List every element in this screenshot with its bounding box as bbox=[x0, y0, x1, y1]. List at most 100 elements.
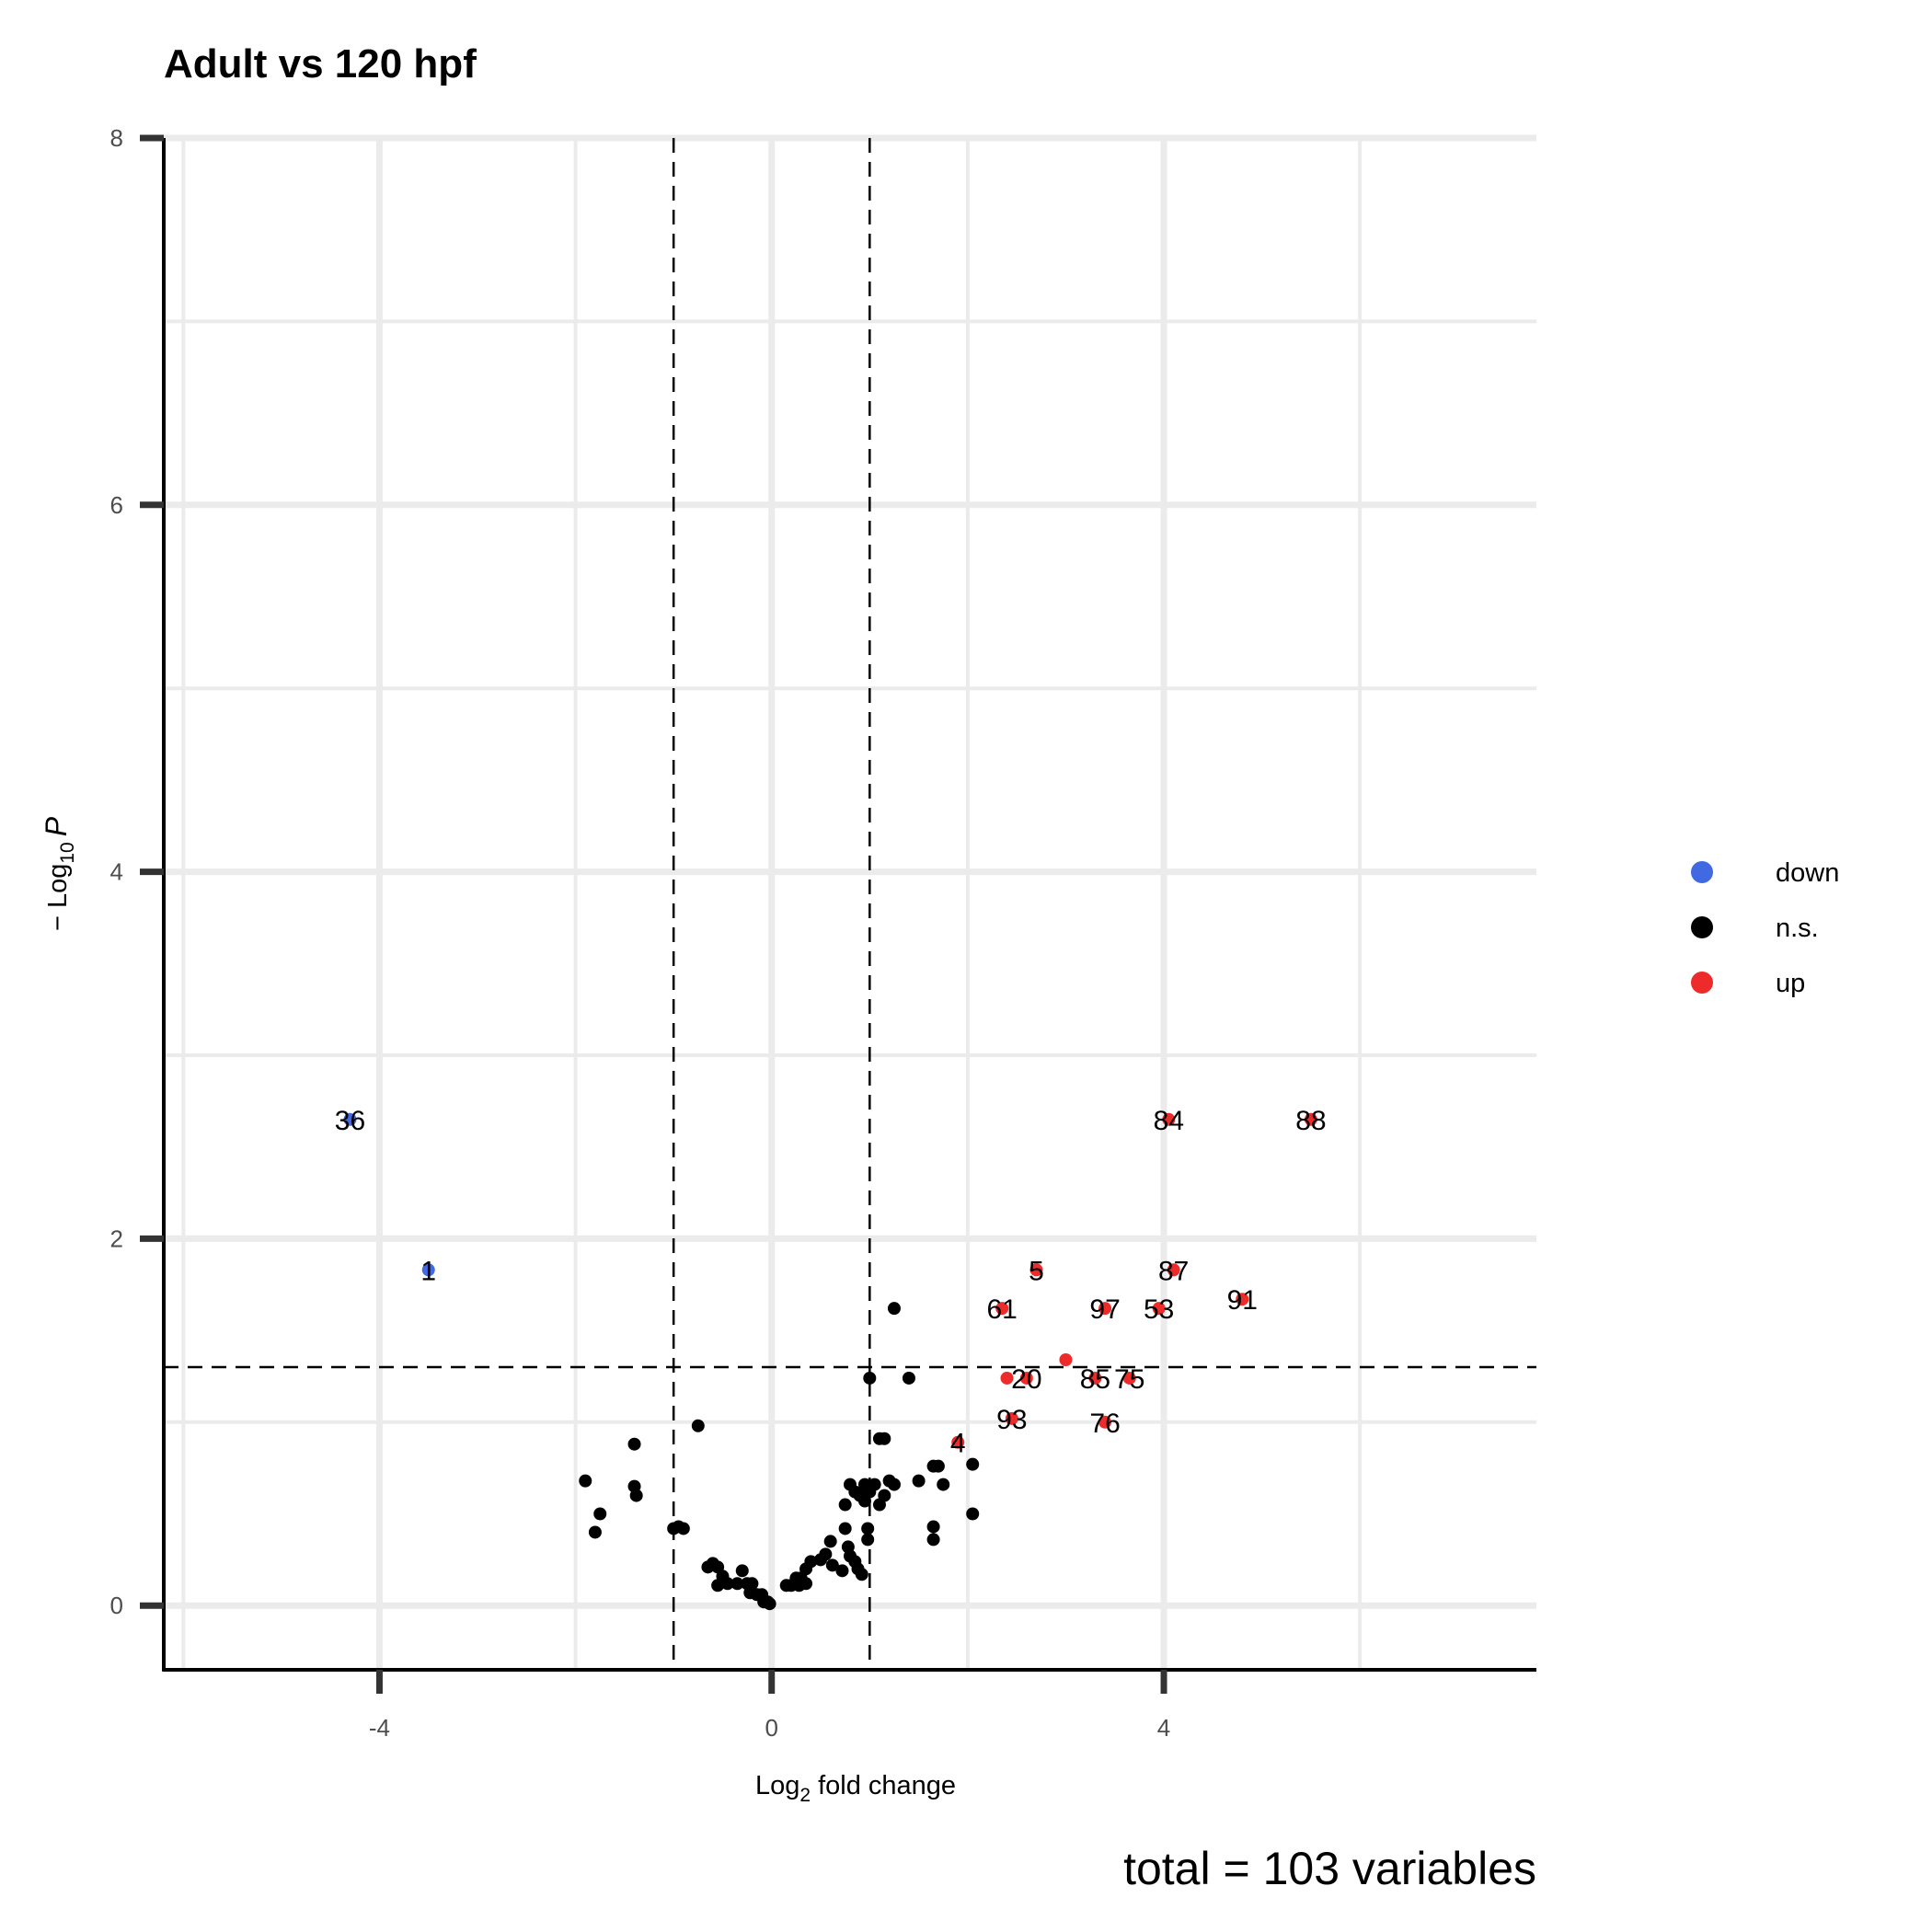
point-label: 20 bbox=[1011, 1364, 1041, 1395]
data-point-ns bbox=[861, 1522, 875, 1535]
data-point-ns bbox=[855, 1568, 868, 1581]
legend-key-ns bbox=[1691, 916, 1713, 938]
y-tick-label: 4 bbox=[110, 858, 123, 886]
data-point-ns bbox=[857, 1494, 871, 1508]
point-label: 53 bbox=[1144, 1294, 1174, 1325]
chart-title: Adult vs 120 hpf bbox=[164, 41, 477, 86]
data-point-up bbox=[1019, 1371, 1033, 1385]
data-point-up bbox=[1098, 1415, 1112, 1429]
legend: down n.s. up bbox=[1691, 858, 1839, 998]
legend-label-up: up bbox=[1776, 969, 1805, 998]
data-point-up bbox=[1167, 1263, 1180, 1277]
data-point-down bbox=[421, 1263, 435, 1277]
data-point-ns bbox=[593, 1507, 607, 1521]
data-point-ns bbox=[711, 1579, 725, 1593]
data-point-up bbox=[951, 1435, 965, 1449]
data-point-up bbox=[1088, 1371, 1102, 1385]
y-tick-label: 0 bbox=[110, 1592, 123, 1619]
point-label: 76 bbox=[1089, 1409, 1120, 1439]
x-axis-title-base: Log bbox=[755, 1771, 799, 1800]
point-label: 61 bbox=[986, 1294, 1017, 1325]
data-point-ns bbox=[966, 1507, 980, 1521]
data-point-ns bbox=[937, 1478, 950, 1491]
data-point-up bbox=[1098, 1302, 1112, 1316]
data-point-up bbox=[1029, 1263, 1043, 1277]
data-point-ns bbox=[629, 1489, 643, 1502]
point-label: 5 bbox=[1029, 1256, 1044, 1286]
y-tick-label: 8 bbox=[110, 124, 123, 152]
point-labels: 36 1 84 88 5 87 91 61 97 53 20 85 75 93 76 4 bbox=[335, 1106, 1327, 1459]
point-label: 85 bbox=[1080, 1364, 1110, 1395]
legend-key-up bbox=[1691, 972, 1713, 994]
data-point-ns bbox=[691, 1419, 705, 1432]
y-axis-title-subscript: 10 bbox=[57, 842, 78, 863]
data-point-down bbox=[343, 1112, 357, 1126]
data-point-up bbox=[1000, 1371, 1014, 1385]
data-point-ns bbox=[814, 1553, 828, 1567]
data-point-ns bbox=[878, 1432, 891, 1445]
axes: 0 2 4 6 8 -4 0 4 bbox=[110, 124, 1536, 1742]
point-label: 4 bbox=[950, 1429, 966, 1459]
data-point-up bbox=[1162, 1112, 1176, 1126]
data-point-up bbox=[1152, 1302, 1166, 1316]
data-point-ns bbox=[735, 1564, 749, 1578]
y-axis-title-var: P bbox=[40, 816, 73, 836]
data-point-ns bbox=[863, 1371, 877, 1385]
data-point-ns bbox=[720, 1577, 734, 1591]
data-points bbox=[343, 1112, 1317, 1611]
data-point-ns bbox=[902, 1371, 915, 1385]
data-point-ns bbox=[926, 1533, 940, 1547]
x-axis-title-subscript: 2 bbox=[799, 1785, 811, 1806]
legend-label-ns: n.s. bbox=[1776, 914, 1819, 943]
caption-total: total = 103 variables bbox=[1123, 1843, 1536, 1894]
data-point-up bbox=[1005, 1411, 1018, 1425]
data-point-ns bbox=[579, 1474, 592, 1488]
data-point-ns bbox=[912, 1474, 926, 1488]
data-point-ns bbox=[701, 1560, 715, 1574]
legend-label-down: down bbox=[1776, 858, 1839, 888]
point-label: 93 bbox=[996, 1405, 1027, 1435]
x-axis-title-rest: fold change bbox=[811, 1771, 956, 1800]
y-tick-label: 6 bbox=[110, 491, 123, 519]
point-label: 97 bbox=[1089, 1294, 1120, 1325]
data-point-ns bbox=[966, 1457, 980, 1471]
data-point-ns bbox=[823, 1535, 837, 1548]
data-point-ns bbox=[926, 1520, 940, 1534]
x-tick-label: -4 bbox=[369, 1714, 390, 1742]
x-tick-label: 0 bbox=[765, 1714, 778, 1742]
data-point-up bbox=[1236, 1293, 1249, 1306]
point-label: 91 bbox=[1227, 1285, 1258, 1316]
data-point-ns bbox=[838, 1498, 852, 1512]
y-tick-label: 2 bbox=[110, 1225, 123, 1252]
point-label: 88 bbox=[1295, 1106, 1326, 1136]
data-point-up bbox=[1059, 1353, 1073, 1367]
cutoff-lines bbox=[164, 138, 1536, 1670]
y-axis-title-prefix: − Log bbox=[43, 864, 73, 931]
data-point-up bbox=[995, 1302, 1009, 1316]
point-label: 84 bbox=[1154, 1106, 1184, 1136]
data-point-ns bbox=[627, 1437, 641, 1451]
data-point-ns bbox=[872, 1498, 886, 1512]
point-label: 1 bbox=[420, 1256, 436, 1286]
point-label: 36 bbox=[335, 1106, 365, 1136]
data-point-ns bbox=[931, 1459, 945, 1473]
data-point-up bbox=[1122, 1371, 1136, 1385]
data-point-up bbox=[1304, 1112, 1317, 1126]
grid-layer bbox=[164, 134, 1536, 1670]
data-point-ns bbox=[676, 1522, 690, 1535]
data-point-ns bbox=[835, 1564, 849, 1578]
y-axis-title: − Log10 P bbox=[40, 816, 78, 931]
data-point-ns bbox=[887, 1478, 901, 1491]
data-point-ns bbox=[861, 1533, 875, 1547]
data-point-ns bbox=[730, 1577, 744, 1591]
legend-key-down bbox=[1691, 861, 1713, 883]
x-axis-title: Log2 fold change bbox=[755, 1771, 956, 1806]
point-label: 75 bbox=[1114, 1364, 1144, 1395]
data-point-ns bbox=[825, 1558, 839, 1572]
point-label: 87 bbox=[1158, 1256, 1189, 1286]
data-point-ns bbox=[763, 1597, 776, 1611]
x-tick-label: 4 bbox=[1157, 1714, 1170, 1742]
data-point-ns bbox=[588, 1525, 602, 1539]
